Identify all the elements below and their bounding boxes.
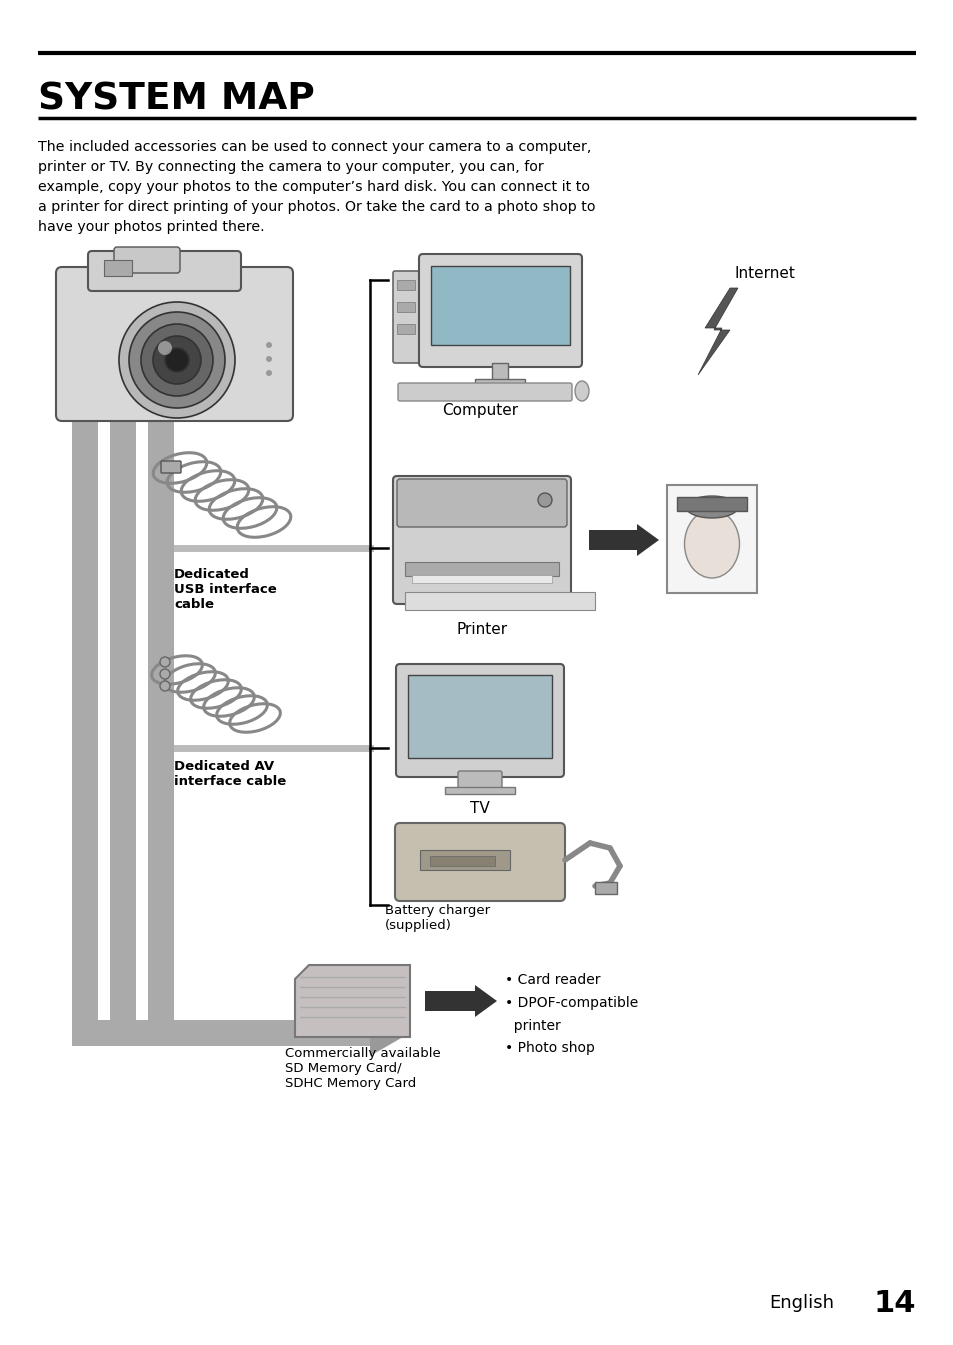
Bar bbox=[430, 855, 495, 866]
Bar bbox=[148, 420, 173, 1030]
Text: • Card reader
• DPOF-compatible
  printer
• Photo shop: • Card reader • DPOF-compatible printer … bbox=[504, 972, 638, 1056]
Bar bbox=[419, 850, 510, 870]
Text: Internet: Internet bbox=[734, 266, 795, 281]
Text: Battery charger
(supplied): Battery charger (supplied) bbox=[385, 904, 490, 932]
Circle shape bbox=[141, 324, 213, 395]
Text: Dedicated AV
interface cable: Dedicated AV interface cable bbox=[173, 760, 286, 788]
Bar bbox=[475, 379, 524, 387]
Text: SYSTEM MAP: SYSTEM MAP bbox=[38, 82, 314, 118]
Ellipse shape bbox=[684, 510, 739, 578]
Circle shape bbox=[160, 656, 170, 667]
Circle shape bbox=[266, 342, 272, 348]
Bar bbox=[677, 498, 746, 511]
FancyBboxPatch shape bbox=[396, 479, 566, 527]
Bar bbox=[396, 324, 415, 334]
Bar bbox=[71, 1020, 370, 1046]
Bar bbox=[71, 420, 98, 1030]
Circle shape bbox=[160, 681, 170, 691]
Circle shape bbox=[119, 303, 234, 418]
Bar bbox=[666, 486, 757, 593]
Text: Printer: Printer bbox=[456, 621, 507, 638]
Text: English: English bbox=[768, 1294, 833, 1311]
Polygon shape bbox=[294, 964, 410, 1037]
Circle shape bbox=[266, 370, 272, 377]
Text: 14: 14 bbox=[873, 1289, 915, 1318]
Circle shape bbox=[537, 494, 552, 507]
Bar bbox=[444, 787, 515, 794]
Text: TV: TV bbox=[470, 802, 489, 816]
FancyBboxPatch shape bbox=[457, 771, 501, 791]
Text: Computer: Computer bbox=[441, 404, 517, 418]
Text: Dedicated
USB interface
cable: Dedicated USB interface cable bbox=[173, 568, 276, 611]
FancyBboxPatch shape bbox=[393, 270, 418, 363]
Polygon shape bbox=[698, 288, 738, 375]
FancyBboxPatch shape bbox=[113, 247, 180, 273]
Circle shape bbox=[165, 348, 189, 373]
FancyBboxPatch shape bbox=[56, 268, 293, 421]
FancyBboxPatch shape bbox=[395, 823, 564, 901]
FancyBboxPatch shape bbox=[418, 254, 581, 367]
FancyArrow shape bbox=[424, 985, 497, 1017]
Bar bbox=[405, 562, 558, 576]
Text: The included accessories can be used to connect your camera to a computer,
print: The included accessories can be used to … bbox=[38, 140, 595, 234]
Bar bbox=[595, 882, 617, 894]
Bar bbox=[396, 280, 415, 291]
Bar bbox=[412, 576, 552, 582]
Bar bbox=[405, 592, 595, 611]
FancyBboxPatch shape bbox=[88, 252, 241, 291]
Ellipse shape bbox=[575, 381, 588, 401]
FancyArrow shape bbox=[588, 525, 659, 555]
Bar bbox=[431, 266, 569, 346]
Circle shape bbox=[152, 336, 201, 385]
Bar bbox=[396, 303, 415, 312]
Ellipse shape bbox=[685, 496, 738, 518]
Bar bbox=[104, 260, 132, 276]
FancyBboxPatch shape bbox=[395, 664, 563, 777]
Bar bbox=[492, 363, 507, 381]
Polygon shape bbox=[370, 1010, 410, 1056]
Bar bbox=[408, 675, 552, 759]
FancyBboxPatch shape bbox=[161, 461, 181, 473]
Circle shape bbox=[266, 356, 272, 362]
Circle shape bbox=[129, 312, 225, 408]
Circle shape bbox=[158, 342, 172, 355]
Circle shape bbox=[160, 668, 170, 679]
Bar bbox=[110, 420, 136, 1030]
FancyBboxPatch shape bbox=[397, 383, 572, 401]
FancyBboxPatch shape bbox=[393, 476, 571, 604]
Text: Commercially available
SD Memory Card/
SDHC Memory Card: Commercially available SD Memory Card/ S… bbox=[285, 1046, 440, 1089]
